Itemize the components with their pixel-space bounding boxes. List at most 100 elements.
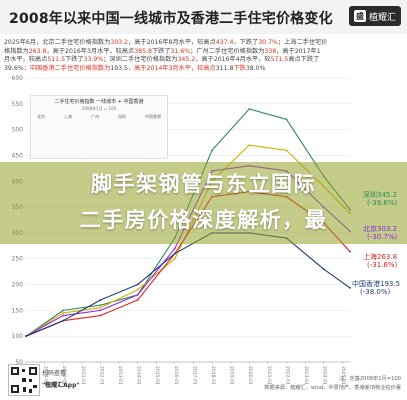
subtitle-text: 下跌了 — [151, 47, 171, 55]
subtitle-text: 高点下跌了 — [288, 56, 320, 63]
subtitle-text: 38.0% — [245, 64, 266, 72]
data-point — [322, 268, 325, 270]
subtitle-text: 格指数为 — [4, 47, 29, 55]
subtitle-value: ，高于2014年3月水平，较高点 — [128, 64, 216, 72]
qr-code[interactable] — [8, 364, 40, 396]
data-point — [136, 299, 139, 301]
data-point — [173, 252, 176, 255]
y-tick-label: 100 — [12, 333, 24, 340]
y-tick-label: 450 — [12, 152, 24, 159]
headline-line-1: 脚手架钢管与东立国际 — [91, 172, 316, 196]
x-tick-label: 2017-01 — [191, 366, 197, 385]
x-tick-label: 2014-01 — [136, 366, 142, 385]
data-point — [211, 149, 213, 152]
x-tick-label: 2020-01 — [247, 366, 253, 385]
end-label-city: 中国香港193.5 — [352, 280, 401, 288]
page-title: 2008年以来中国一线城市及香港二手住宅价格变化 — [9, 11, 333, 27]
brand-icon: 盛 — [353, 10, 366, 22]
subtitle-value: 31.6% — [170, 47, 191, 55]
subtitle-value: 571.5 — [270, 56, 289, 63]
data-point — [173, 247, 176, 250]
subtitle-text: 193.5 — [110, 64, 128, 72]
subtitle-text: ，高于2016年3月水平，较高点 — [46, 47, 135, 55]
subtitle-value: 30.7% — [258, 39, 278, 46]
end-label-city: 深圳345.2 — [363, 191, 398, 199]
inset-title: 二手住宅价格指数 一线城市 + 中国香港 — [54, 99, 144, 105]
data-point — [99, 306, 102, 309]
inset-row-label: 深圳 — [118, 114, 126, 119]
data-point — [248, 108, 251, 110]
y-tick-label: 150 — [12, 307, 24, 314]
header-bar: 2008年以来中国一线城市及香港二手住宅价格变化 盛 植耀汇 — [0, 0, 407, 34]
data-point — [62, 309, 65, 312]
subtitle-text: ；上海二手住宅价 — [277, 39, 328, 46]
x-tick-label: 2010-01 — [61, 366, 67, 385]
qr-caption: 扫码查看 — [42, 370, 67, 377]
footer-note: 注：定基2008年1月=100 — [339, 376, 401, 382]
subtitle-value: ；中国香港二手住宅价格指数为 — [23, 64, 111, 72]
end-label-change: (-30.7%) — [367, 233, 398, 241]
inset-row-label: 北京 — [37, 114, 45, 119]
x-tick-label: 2016-01 — [173, 366, 179, 385]
x-tick-label: 2013-01 — [117, 366, 123, 385]
brand-logo[interactable]: 盛 植耀汇 — [349, 6, 401, 26]
x-tick-label: 2018-01 — [210, 366, 216, 385]
subtitle-text: 39.6% — [4, 64, 24, 72]
subtitle-text: 311.8 — [215, 64, 234, 72]
data-point — [248, 144, 251, 147]
subtitle-text: ，高于2017年1 — [276, 47, 321, 55]
data-point — [99, 314, 102, 317]
x-tick-label: 2012-01 — [98, 366, 104, 385]
end-label-change: (-39.6%) — [367, 199, 398, 207]
x-tick-label: 2024-01 — [322, 366, 328, 385]
subtitle-value: 下跌 — [233, 64, 246, 72]
data-point — [99, 309, 102, 312]
subtitle-value: 345.2 — [177, 56, 196, 63]
subtitle-text: 下跌了 — [65, 56, 84, 63]
inset-row: 北京 上海 广州 深圳 中国香港 — [31, 114, 167, 120]
x-tick-label: 2025-01 — [340, 366, 346, 385]
subtitle-value: 303.2 — [110, 39, 129, 46]
data-point — [62, 312, 65, 314]
subtitle-value: 437.4 — [215, 39, 234, 46]
subtitle-text: ，下跌了 — [233, 39, 259, 46]
qr-code-icon — [11, 367, 37, 393]
subtitle-line: 格指数为263.8，高于2016年3月水平，较高点385.8下跌了31.6%；广… — [4, 46, 404, 55]
inset-subtitle: 2008年1月 = 100 — [81, 106, 117, 111]
inset-row-label: 上海 — [64, 114, 72, 119]
subtitle-value: 33.9% — [83, 56, 104, 63]
headline-line-2: 二手房价格深度解析，最 — [79, 208, 328, 232]
qr-app-name: "植耀汇App" — [42, 382, 80, 389]
y-tick-label: 200 — [12, 282, 24, 289]
x-tick-label: 2009-01 — [43, 366, 49, 385]
headline-banner — [0, 162, 407, 244]
data-point — [99, 304, 102, 307]
end-label-city: 上海263.8 — [363, 253, 398, 261]
x-tick-label: 2022-01 — [284, 366, 290, 385]
data-point — [285, 149, 288, 152]
subtitle-line: 39.6%；中国香港二手住宅价格指数为193.5，高于2014年3月水平，较高点… — [4, 63, 404, 72]
y-tick-label: 600 — [12, 75, 24, 82]
x-tick-label: 2019-01 — [229, 366, 235, 385]
y-tick-label: 500 — [12, 127, 24, 134]
x-tick-label: 2023-01 — [303, 366, 309, 385]
subtitle-line: 月水平，较高点511.5下跌了33.9%；深圳二手住宅价格指数为345.2，高于… — [4, 54, 404, 63]
data-point — [285, 118, 288, 121]
data-point — [136, 288, 139, 291]
y-tick-label: 550 — [12, 101, 24, 108]
x-tick-label: 2011-01 — [80, 366, 86, 385]
end-label-city: 北京303.2 — [363, 225, 398, 233]
end-label-change: (-38.0%) — [360, 288, 391, 296]
subtitle-line: 2025年6月，北京二手住宅价格指数为303.2，高于2016年8月水平，较高点… — [4, 37, 404, 46]
y-tick-label: 50 — [15, 359, 23, 366]
subtitle-text: 2025年6月，北京二手住宅价格指数为 — [4, 39, 111, 46]
subtitle-text: ；广州二手住宅价格指数为 — [190, 47, 265, 55]
data-point — [25, 335, 27, 338]
subtitle-text: ，高于2016年8月水平，较高点 — [128, 39, 216, 46]
inset-table: 二手住宅价格指数 一线城市 + 中国香港 2008年1月 = 100 北京 上海… — [30, 95, 168, 159]
x-tick-label: 2021-01 — [266, 366, 272, 385]
inset-row-label: 广州 — [91, 114, 99, 119]
subtitle-value: 511.5 — [47, 56, 66, 63]
brand-name: 植耀汇 — [368, 12, 396, 23]
inset-row-label: 中国香港 — [145, 114, 161, 119]
